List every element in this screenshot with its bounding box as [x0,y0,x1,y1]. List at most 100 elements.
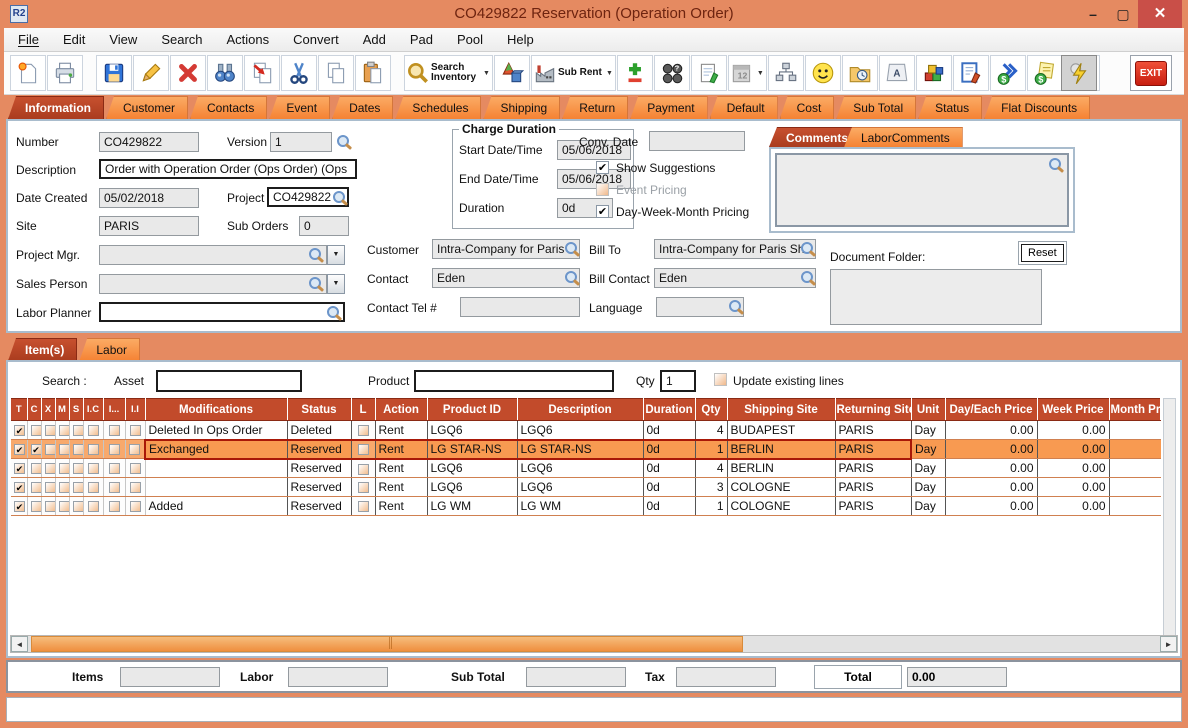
table-row[interactable]: ✔ Added Reserved Rent LG WM LG WM 0d 1 C… [11,496,1161,516]
language-field[interactable] [656,297,744,317]
total-button[interactable]: Total [814,665,902,689]
menu-file[interactable]: File [18,32,39,47]
notes-button[interactable] [690,55,727,91]
horizontal-scrollbar-thumb[interactable] [31,636,743,652]
row-checkbox[interactable] [129,444,141,456]
row-checkbox[interactable] [30,501,40,513]
column-header-product-id[interactable]: Product ID [427,398,518,421]
row-checkbox[interactable] [129,463,141,475]
l-checkbox[interactable] [357,482,369,494]
column-header[interactable]: X [41,398,56,421]
table-row-selected[interactable]: ✔ ✔ Exchanged Reserved Rent LG STAR-NS L… [11,438,1161,460]
row-checkbox[interactable]: ✔ [14,482,25,494]
column-header[interactable]: S [69,398,84,421]
column-header-day-price[interactable]: Day/Each Price [945,398,1038,421]
tab-status[interactable]: Status [918,96,983,119]
maximize-button[interactable]: ▢ [1116,6,1130,22]
column-header-qty[interactable]: Qty [695,398,728,421]
row-checkbox[interactable] [58,444,68,456]
menu-search[interactable]: Search [161,32,203,47]
cubes-button[interactable] [915,55,952,91]
tab-comments[interactable]: Comments [769,127,862,147]
wheels-button[interactable]: ? [653,55,690,91]
tab-cost[interactable]: Cost [779,96,835,119]
labor-total-field[interactable] [288,667,388,687]
row-checkbox[interactable] [129,425,141,437]
column-header-modifications[interactable]: Modifications [145,398,288,421]
paste-button[interactable] [355,55,391,91]
column-header-l[interactable]: L [351,398,376,421]
menu-edit[interactable]: Edit [62,32,86,47]
comments-lookup-icon[interactable] [1048,157,1063,172]
menu-actions[interactable]: Actions [226,32,270,47]
qty-search-input[interactable] [660,370,696,392]
tax-field[interactable] [676,667,776,687]
tab-schedules[interactable]: Schedules [395,96,482,119]
product-search-input[interactable] [414,370,614,392]
sub-rent-button[interactable]: Sub Rent ▼ [530,55,616,91]
exit-button[interactable]: EXIT [1130,55,1172,91]
tab-flat-discounts[interactable]: Flat Discounts [984,96,1091,119]
row-checkbox[interactable] [58,501,68,513]
sub-total-field[interactable] [526,667,626,687]
l-checkbox[interactable] [357,444,369,456]
column-header-status[interactable]: Status [287,398,352,421]
contact-tel-field[interactable] [460,297,580,317]
forward-price-button[interactable]: $ [989,55,1026,91]
delete-button[interactable] [170,55,206,91]
row-checkbox[interactable] [30,482,40,494]
new-order-button[interactable] [10,55,46,91]
l-checkbox[interactable] [357,425,369,437]
tab-information[interactable]: Information [8,96,104,119]
bill-to-lookup-icon[interactable] [800,241,815,256]
project-lookup-icon[interactable] [332,190,347,205]
row-checkbox[interactable] [58,482,68,494]
conv-date-field[interactable] [649,131,745,151]
row-checkbox[interactable] [129,501,141,513]
row-checkbox[interactable] [108,444,120,456]
bill-to-field[interactable] [654,239,816,259]
column-header-month-price[interactable]: Month Pr [1109,398,1161,421]
row-checkbox[interactable] [44,463,54,475]
vertical-scrollbar[interactable] [1163,398,1176,638]
l-checkbox[interactable] [357,463,369,475]
version-field[interactable] [270,132,332,152]
sub-orders-field[interactable] [299,216,349,236]
row-checkbox[interactable] [72,501,82,513]
project-field[interactable] [267,187,349,207]
column-header-week-price[interactable]: Week Price [1037,398,1110,421]
bill-contact-lookup-icon[interactable] [800,270,815,285]
calendar-dropdown[interactable]: ▼ [756,69,764,77]
hierarchy-button[interactable] [767,55,804,91]
sales-person-dropdown[interactable]: ▼ [327,274,345,294]
tab-contacts[interactable]: Contacts [190,96,268,119]
row-checkbox[interactable] [44,482,54,494]
column-header[interactable]: I.C [83,398,104,421]
row-checkbox[interactable] [87,444,99,456]
reset-button[interactable]: Reset [1021,244,1064,262]
bill-contact-field[interactable] [654,268,816,288]
row-checkbox[interactable] [87,463,99,475]
tab-labor-comments[interactable]: LaborComments [844,127,963,147]
l-checkbox[interactable] [357,501,369,513]
customer-field[interactable] [432,239,580,259]
calendar-button[interactable]: 12 ▼ [727,55,767,91]
keyboard-button[interactable]: A [878,55,915,91]
row-checkbox[interactable] [30,425,40,437]
smiley-button[interactable] [804,55,841,91]
tab-payment[interactable]: Payment [630,96,708,119]
project-mgr-dropdown[interactable]: ▼ [327,245,345,265]
menu-pad[interactable]: Pad [409,32,433,47]
tab-items[interactable]: Item(s) [8,338,78,361]
add-line-button[interactable] [616,55,653,91]
close-button[interactable]: ✕ [1138,0,1182,28]
start-date-field[interactable] [557,140,631,160]
copy-button[interactable] [318,55,354,91]
column-header-duration[interactable]: Duration [643,398,696,421]
site-field[interactable] [99,216,199,236]
table-row[interactable]: ✔ Deleted In Ops Order Deleted Rent LGQ6… [11,420,1161,440]
row-checkbox[interactable] [108,501,120,513]
total-value-field[interactable] [907,667,1007,687]
menu-convert[interactable]: Convert [293,32,339,47]
scroll-right-arrow[interactable]: ► [1160,636,1177,652]
